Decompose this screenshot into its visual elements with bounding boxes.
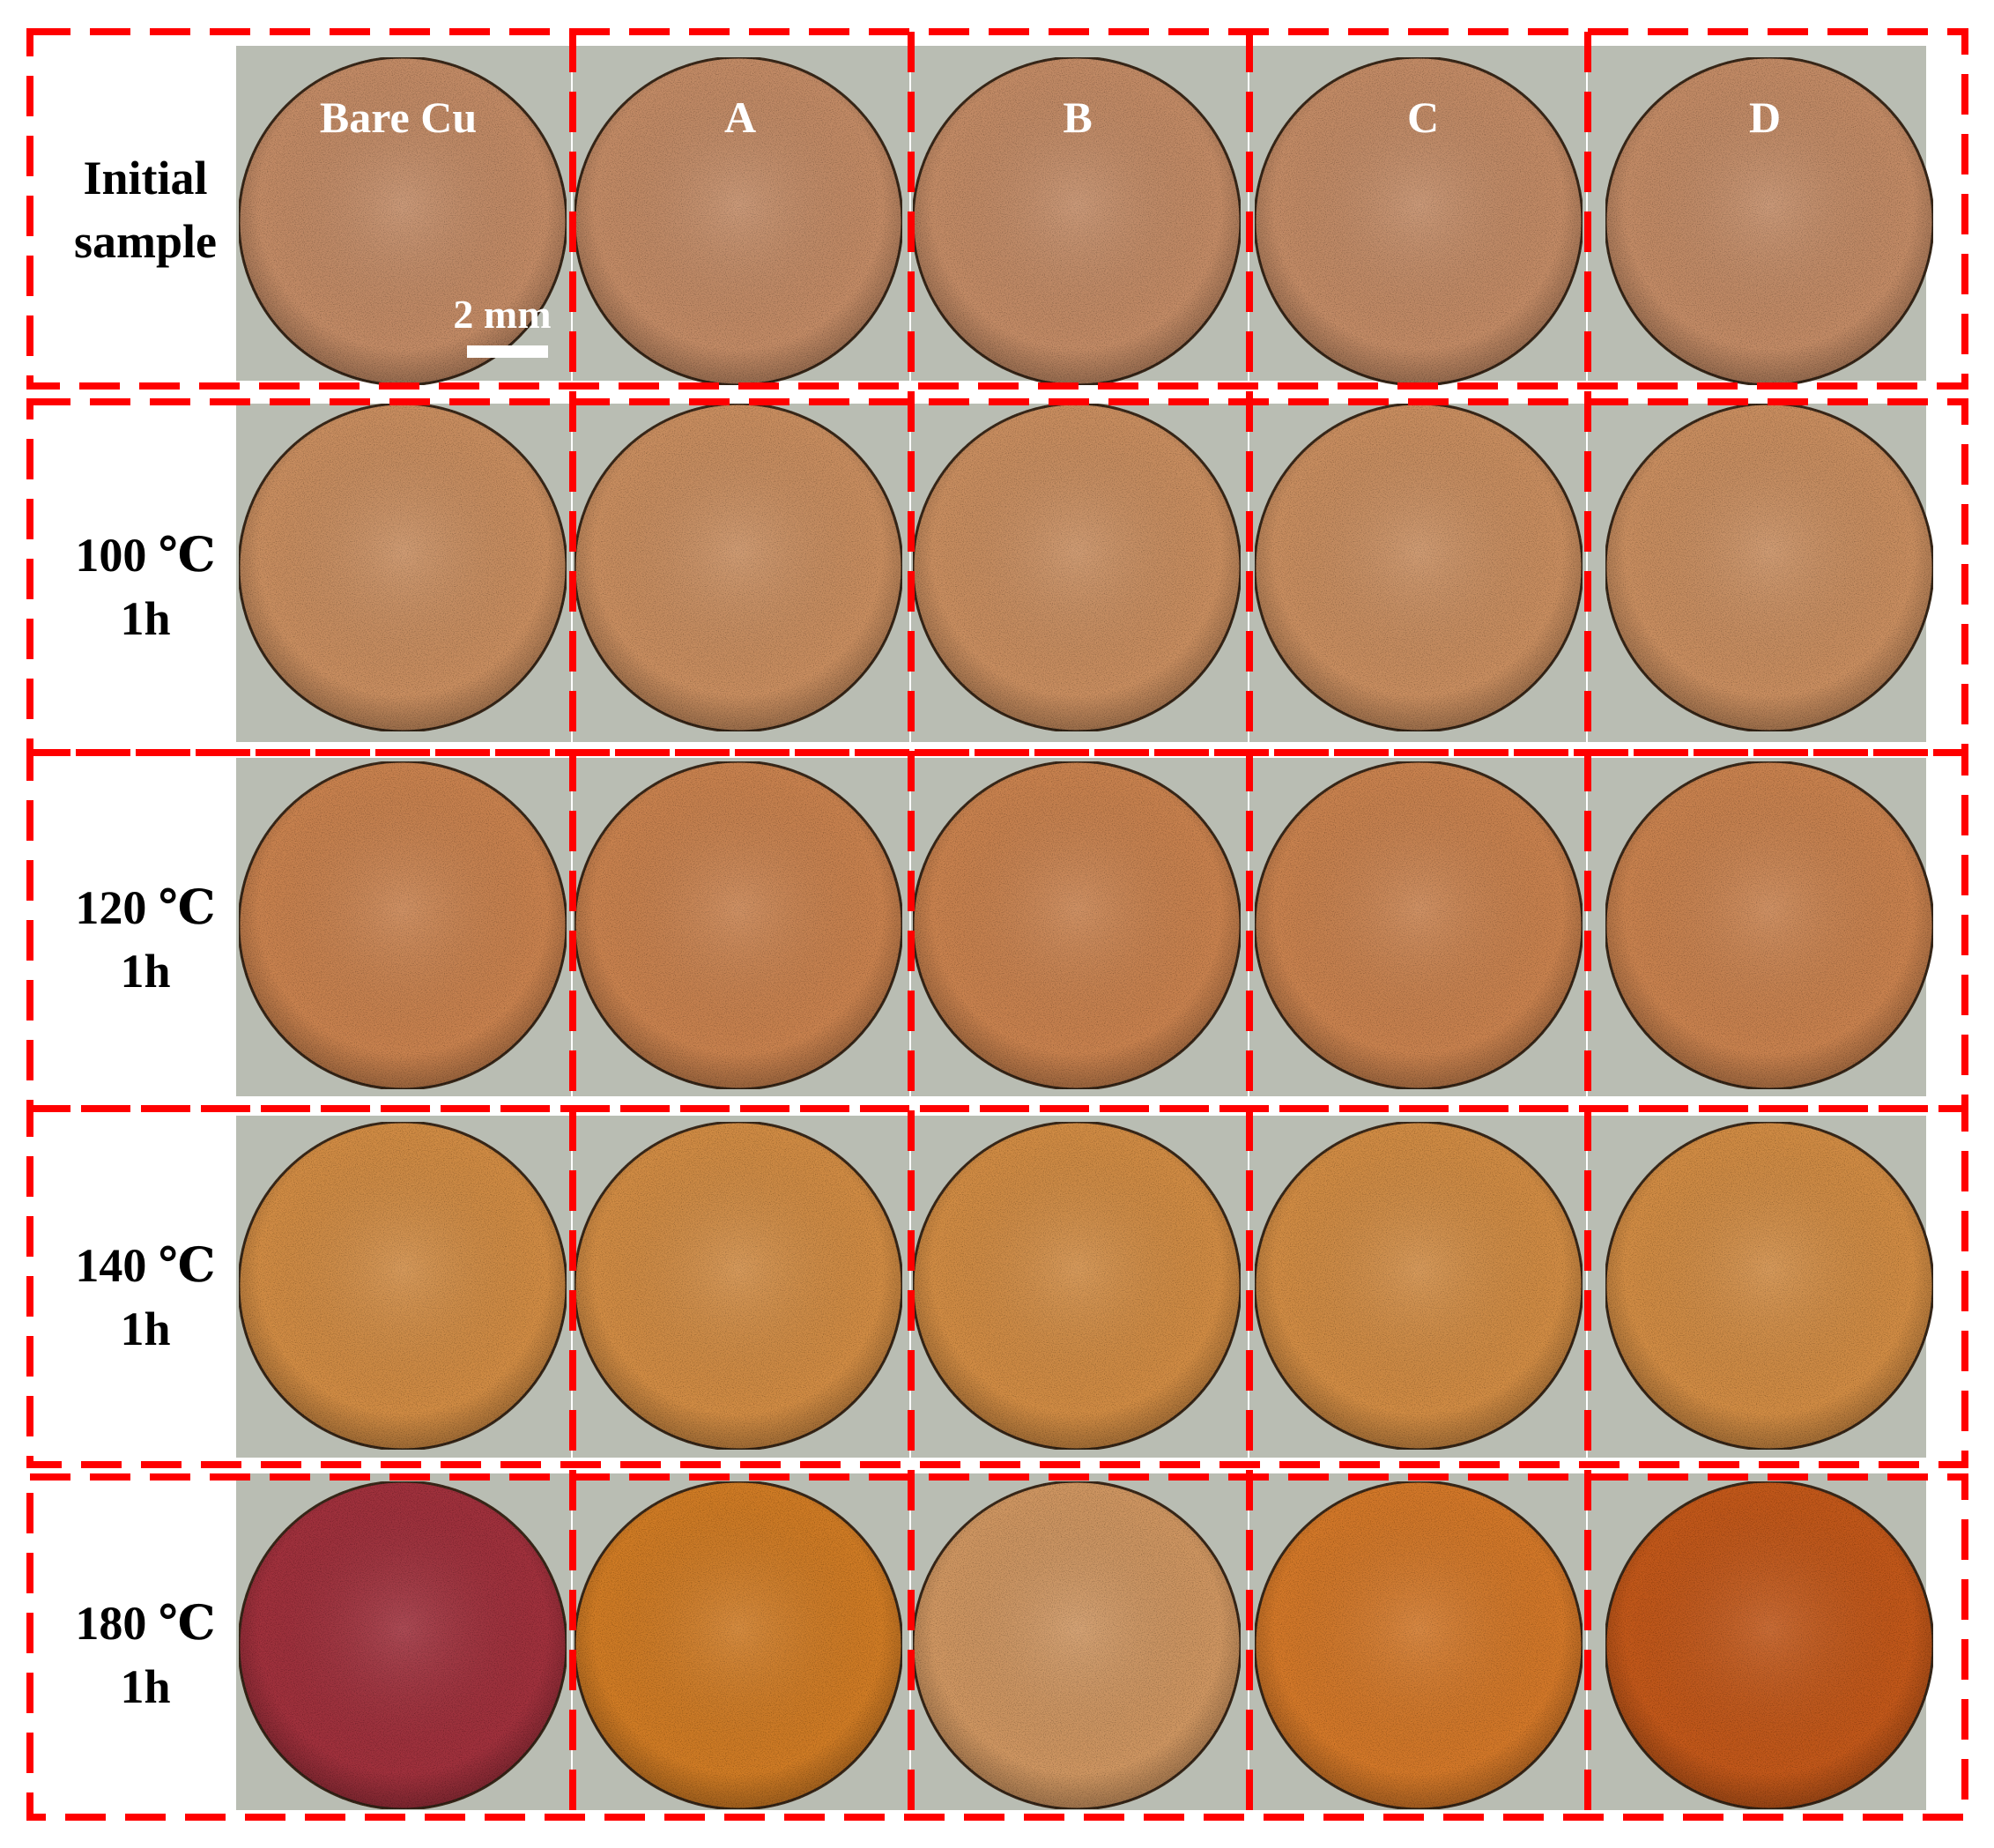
sample-disc-180c-bare-cu bbox=[237, 1480, 568, 1811]
row-label-initial-sample: Initial sample bbox=[74, 152, 217, 268]
sample-disc-140c-c bbox=[1253, 1120, 1584, 1451]
sample-disc-100c-a bbox=[573, 402, 904, 733]
frame-row-140c bbox=[26, 1105, 1968, 1468]
sample-disc-initial-bare-cu bbox=[237, 56, 568, 387]
sample-disc-140c-a bbox=[573, 1120, 904, 1451]
sample-disc-140c-b bbox=[911, 1120, 1242, 1451]
dashed-frames bbox=[26, 28, 1968, 1821]
sample-disc-120c-a bbox=[573, 760, 904, 1091]
column-label-c: C bbox=[1407, 93, 1439, 142]
row-label-100c: 100 ℃ 1h bbox=[75, 529, 216, 645]
row-label-140c: 140 ℃ 1h bbox=[75, 1239, 216, 1355]
sample-disc-120c-c bbox=[1253, 760, 1584, 1091]
row-label-180c: 180 ℃ 1h bbox=[75, 1597, 216, 1713]
sample-disc-120c-b bbox=[911, 760, 1242, 1091]
scale-bar-label: 2 mm bbox=[453, 292, 551, 337]
column-label-bare-cu: Bare Cu bbox=[320, 93, 477, 142]
sample-disc-180c-d bbox=[1604, 1480, 1935, 1811]
frame-row-initial bbox=[26, 28, 1968, 390]
scale-bar-line bbox=[467, 345, 548, 358]
sample-disc-180c-c bbox=[1253, 1480, 1584, 1811]
column-label-a: A bbox=[724, 93, 756, 142]
sample-discs bbox=[237, 56, 1935, 1811]
scale-bar: 2 mm bbox=[453, 292, 552, 358]
sample-disc-100c-c bbox=[1253, 402, 1584, 733]
column-labels: Bare Cu A B C D bbox=[320, 93, 1781, 142]
column-label-d: D bbox=[1749, 93, 1781, 142]
sample-disc-140c-d bbox=[1604, 1120, 1935, 1451]
sample-disc-120c-d bbox=[1604, 760, 1935, 1091]
sample-disc-120c-bare-cu bbox=[237, 760, 568, 1091]
frame-row-180c bbox=[26, 1473, 1968, 1821]
sample-disc-initial-b bbox=[911, 56, 1242, 387]
row-label-120c: 120 ℃ 1h bbox=[75, 881, 216, 998]
sample-disc-100c-bare-cu bbox=[237, 402, 568, 733]
sample-disc-140c-bare-cu bbox=[237, 1120, 568, 1451]
sample-disc-180c-b bbox=[911, 1480, 1242, 1811]
sample-disc-initial-d bbox=[1604, 56, 1935, 387]
column-label-b: B bbox=[1063, 93, 1092, 142]
sample-disc-100c-d bbox=[1604, 402, 1935, 733]
sample-disc-100c-b bbox=[911, 402, 1242, 733]
sample-disc-initial-a bbox=[573, 56, 904, 387]
sample-disc-initial-c bbox=[1253, 56, 1584, 387]
sample-disc-180c-a bbox=[573, 1480, 904, 1811]
